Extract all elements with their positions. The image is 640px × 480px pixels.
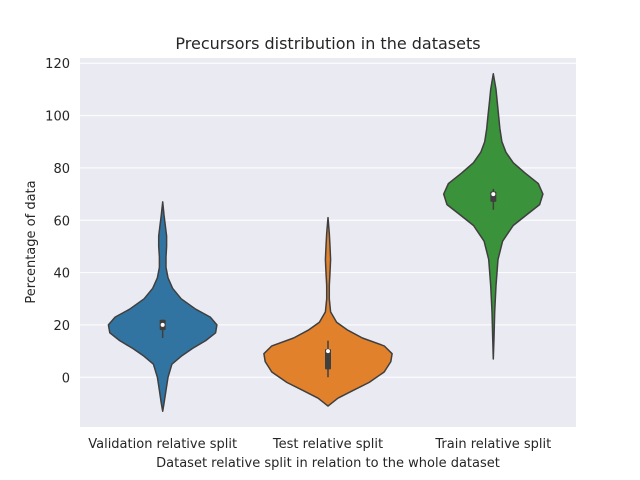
x-axis-label: Dataset relative split in relation to th… xyxy=(156,456,500,471)
violin-body xyxy=(263,216,393,407)
violin-median xyxy=(326,349,330,354)
y-tick-label: 0 xyxy=(62,371,70,386)
y-tick-label: 40 xyxy=(53,267,70,282)
y-tick-label: 60 xyxy=(53,214,70,229)
y-axis-label: Percentage of data xyxy=(24,180,39,303)
x-tick-label: Train relative split xyxy=(434,437,551,452)
violins xyxy=(107,72,544,413)
y-tick-label: 20 xyxy=(53,319,70,334)
y-tick-label: 120 xyxy=(45,57,70,72)
violin-median xyxy=(491,192,496,197)
violin-body xyxy=(442,72,544,360)
violin-body xyxy=(107,201,218,413)
violin-box xyxy=(325,349,331,370)
x-tick-label: Test relative split xyxy=(272,437,383,452)
chart-title: Precursors distribution in the datasets xyxy=(175,34,480,53)
violin-median xyxy=(160,322,165,327)
y-tick-label: 100 xyxy=(45,110,70,125)
y-axis: 0 20 40 60 80 100 120 xyxy=(45,57,70,386)
x-axis: Validation relative split Test relative s… xyxy=(88,437,551,452)
x-tick-label: Validation relative split xyxy=(88,437,237,452)
y-tick-label: 80 xyxy=(53,162,70,177)
